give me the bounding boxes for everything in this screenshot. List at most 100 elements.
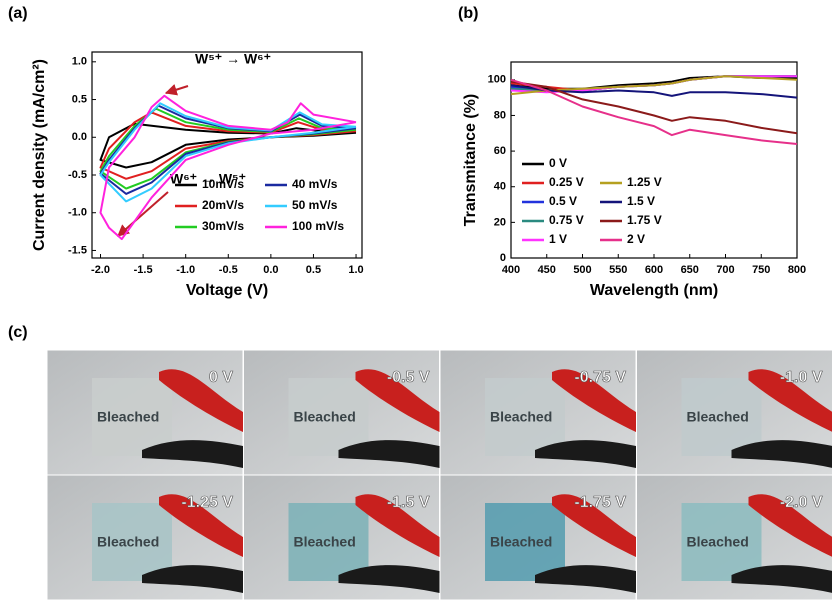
legend-label: 40 mV/s xyxy=(292,177,338,191)
black-clip xyxy=(535,440,636,468)
film-label: Bleached xyxy=(490,409,552,425)
photo: Bleached -1.25 V xyxy=(46,474,244,600)
annotation: W⁵⁺ → W⁶⁺ xyxy=(195,51,271,67)
voltage-label: 0 V xyxy=(209,369,233,386)
series-line xyxy=(510,80,798,135)
y-tick-label: 40 xyxy=(494,181,506,193)
legend-label: 0.25 V xyxy=(549,175,584,189)
film-label: Bleached xyxy=(294,409,356,425)
black-clip xyxy=(338,565,440,593)
film xyxy=(92,378,172,456)
black-clip xyxy=(142,565,243,593)
film xyxy=(681,503,762,581)
x-axis-label: Wavelength (nm) xyxy=(590,282,718,299)
legend-label: 30mV/s xyxy=(202,219,244,233)
film-label: Bleached xyxy=(97,409,159,425)
film xyxy=(485,503,565,581)
film xyxy=(288,503,369,581)
series-line xyxy=(99,94,357,241)
red-clip xyxy=(159,494,243,557)
film xyxy=(485,378,565,456)
voltage-label: -1.0 V xyxy=(780,369,823,386)
red-clip xyxy=(159,369,243,432)
panel-label: (a) xyxy=(8,5,28,22)
film-label: Bleached xyxy=(490,534,552,550)
annotation: W⁶⁺ → W⁵⁺ xyxy=(170,171,246,187)
film xyxy=(681,378,762,456)
legend-label: 0.5 V xyxy=(549,194,577,208)
x-tick-label: 600 xyxy=(645,264,663,276)
x-tick-label: 0.0 xyxy=(263,264,278,276)
y-axis-label: Transmitance (%) xyxy=(462,94,479,226)
red-clip xyxy=(748,494,832,557)
x-tick-label: 750 xyxy=(752,264,770,276)
legend-label: 1 V xyxy=(549,232,567,246)
black-clip xyxy=(535,565,636,593)
film-label: Bleached xyxy=(294,534,356,550)
x-tick-label: 700 xyxy=(716,264,734,276)
photo: Bleached 0 V xyxy=(46,349,244,476)
y-tick-label: 0.5 xyxy=(72,93,87,105)
black-clip xyxy=(338,440,440,468)
photo: Bleached -0.5 V xyxy=(243,349,440,476)
x-tick-label: 550 xyxy=(609,264,627,276)
photo: Bleached -2.0 V xyxy=(636,474,832,600)
voltage-label: -1.75 V xyxy=(574,494,626,511)
legend-label: 1.25 V xyxy=(627,175,662,189)
film xyxy=(288,378,369,456)
photo: Bleached -1.0 V xyxy=(636,349,832,476)
red-clip xyxy=(552,369,636,432)
black-clip xyxy=(731,440,832,468)
y-tick-label: 1.0 xyxy=(72,56,87,68)
x-tick-label: -2.0 xyxy=(91,264,110,276)
plot-frame xyxy=(91,51,363,259)
y-tick-label: 0.0 xyxy=(72,131,87,143)
photo: Bleached -0.75 V xyxy=(439,349,637,476)
x-tick-label: 500 xyxy=(573,264,591,276)
x-tick-label: 650 xyxy=(681,264,699,276)
y-tick-label: 0 xyxy=(500,252,506,264)
x-tick-label: 1.0 xyxy=(348,264,363,276)
voltage-label: -0.5 V xyxy=(387,369,430,386)
film xyxy=(92,503,172,581)
legend-label: 0.75 V xyxy=(549,213,584,227)
series-line xyxy=(510,78,798,145)
red-clip xyxy=(552,494,636,557)
x-tick-label: -1.5 xyxy=(134,264,153,276)
y-axis-label: Current density (mA/cm²) xyxy=(31,59,48,251)
legend-label: 100 mV/s xyxy=(292,219,344,233)
voltage-label: -0.75 V xyxy=(574,369,626,386)
legend-label: 10mV/s xyxy=(202,177,244,191)
y-tick-label: 80 xyxy=(494,109,506,121)
legend-label: 2 V xyxy=(627,232,645,246)
film-label: Bleached xyxy=(687,409,749,425)
y-tick-label: 60 xyxy=(494,145,506,157)
legend-label: 1.5 V xyxy=(627,194,655,208)
legend-label: 20mV/s xyxy=(202,198,244,212)
y-tick-label: -1.0 xyxy=(68,207,87,219)
y-tick-label: 20 xyxy=(494,216,506,228)
black-clip xyxy=(142,440,243,468)
arrow xyxy=(164,84,189,96)
y-tick-label: -0.5 xyxy=(68,169,87,181)
voltage-label: -1.25 V xyxy=(181,494,233,511)
red-clip xyxy=(355,369,440,432)
panel-label: (b) xyxy=(458,5,478,22)
red-clip xyxy=(748,369,832,432)
legend-label: 0 V xyxy=(549,156,567,170)
panel-label: (c) xyxy=(8,324,28,341)
x-tick-label: 450 xyxy=(538,264,556,276)
voltage-label: -2.0 V xyxy=(780,494,823,511)
red-clip xyxy=(355,494,440,557)
series-line xyxy=(510,84,798,99)
voltage-label: -1.5 V xyxy=(387,494,430,511)
x-tick-label: 400 xyxy=(502,264,520,276)
y-tick-label: -1.5 xyxy=(68,244,87,256)
x-tick-label: -0.5 xyxy=(219,264,238,276)
film-label: Bleached xyxy=(687,534,749,550)
photo: Bleached -1.5 V xyxy=(243,474,440,600)
legend-label: 1.75 V xyxy=(627,213,662,227)
film-label: Bleached xyxy=(97,534,159,550)
black-clip xyxy=(731,565,832,593)
